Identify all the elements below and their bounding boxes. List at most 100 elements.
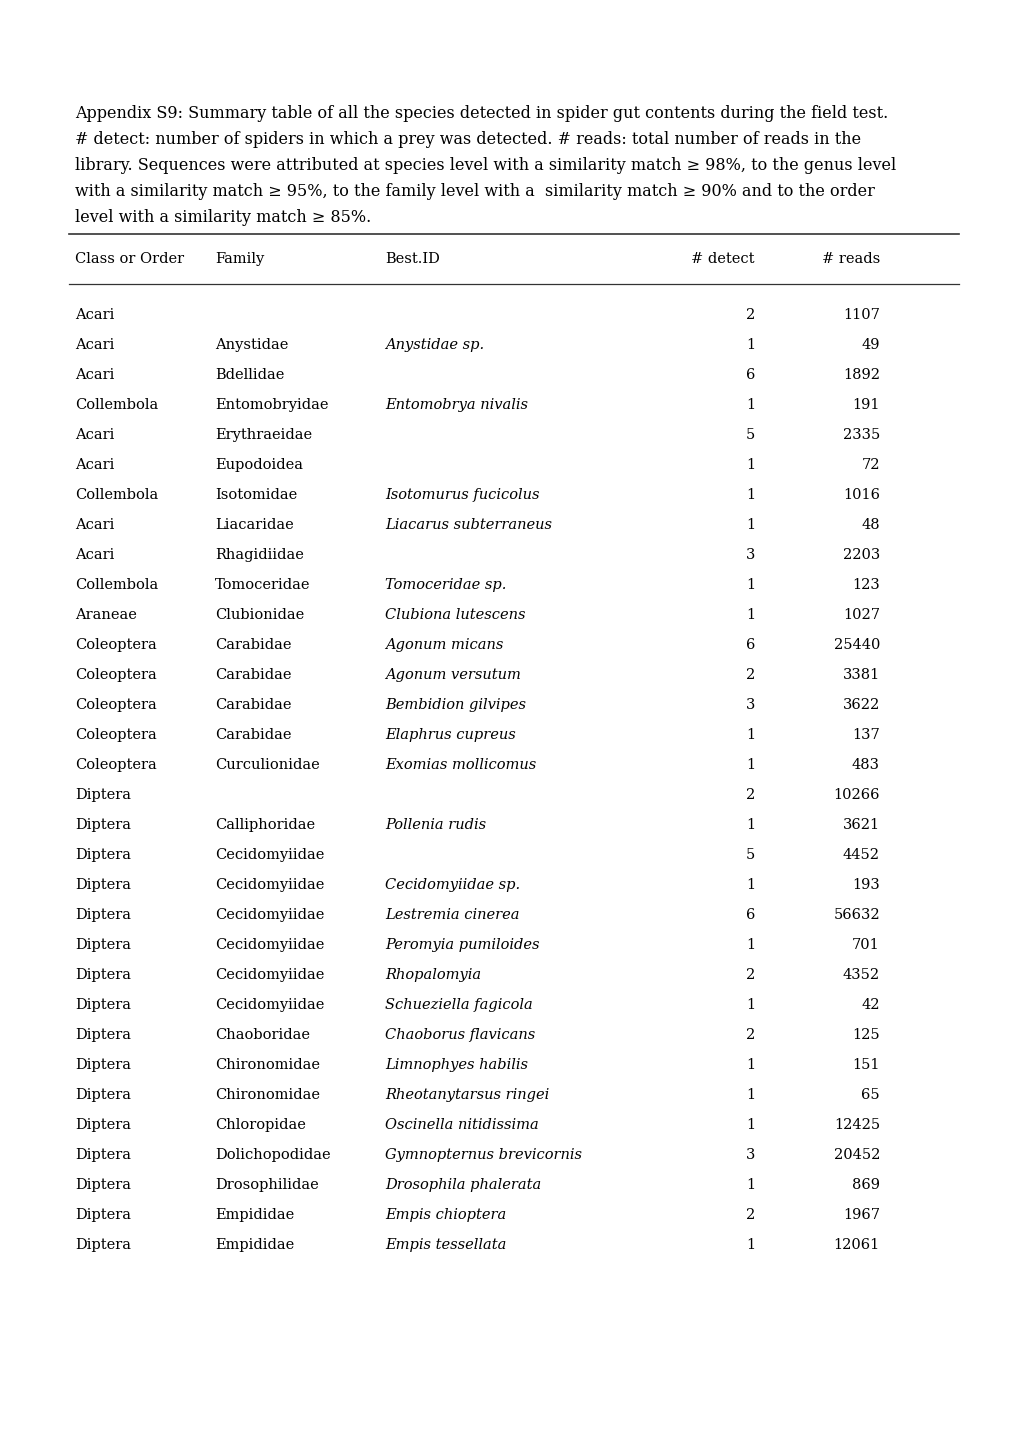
Text: Clubiona lutescens: Clubiona lutescens [384,609,525,622]
Text: Diptera: Diptera [75,1178,130,1193]
Text: Acari: Acari [75,337,114,352]
Text: Calliphoridae: Calliphoridae [215,818,315,832]
Text: Diptera: Diptera [75,968,130,982]
Text: 1: 1 [745,459,754,472]
Text: 6: 6 [745,637,754,652]
Text: Diptera: Diptera [75,1058,130,1071]
Text: Appendix S9: Summary table of all the species detected in spider gut contents du: Appendix S9: Summary table of all the sp… [75,105,888,123]
Text: 1: 1 [745,518,754,532]
Text: Carabidae: Carabidae [215,728,291,743]
Text: 72: 72 [861,459,879,472]
Text: 5: 5 [745,428,754,443]
Text: 1: 1 [745,578,754,593]
Text: Diptera: Diptera [75,1148,130,1162]
Text: Cecidomyiidae sp.: Cecidomyiidae sp. [384,878,520,893]
Text: Chloropidae: Chloropidae [215,1118,306,1132]
Text: Isotomidae: Isotomidae [215,487,297,502]
Text: Erythraeidae: Erythraeidae [215,428,312,443]
Text: 12061: 12061 [833,1239,879,1252]
Text: Rhopalomyia: Rhopalomyia [384,968,481,982]
Text: Exomias mollicomus: Exomias mollicomus [384,758,536,771]
Text: Acari: Acari [75,518,114,532]
Text: 3622: 3622 [842,698,879,712]
Text: 2: 2 [745,1028,754,1043]
Text: Diptera: Diptera [75,787,130,802]
Text: Collembola: Collembola [75,487,158,502]
Text: Diptera: Diptera [75,848,130,862]
Text: 4352: 4352 [842,968,879,982]
Text: Clubionidae: Clubionidae [215,609,304,622]
Text: 1: 1 [745,818,754,832]
Text: Peromyia pumiloides: Peromyia pumiloides [384,937,539,952]
Text: 3: 3 [745,698,754,712]
Text: Limnophyes habilis: Limnophyes habilis [384,1058,528,1071]
Text: 1967: 1967 [842,1208,879,1221]
Text: 49: 49 [861,337,879,352]
Text: 3: 3 [745,548,754,562]
Text: 56632: 56632 [833,908,879,921]
Text: Agonum versutum: Agonum versutum [384,668,521,682]
Text: Drosophilidae: Drosophilidae [215,1178,319,1193]
Text: # detect: # detect [691,252,754,265]
Text: Chironomidae: Chironomidae [215,1058,320,1071]
Text: 123: 123 [852,578,879,593]
Text: Entomobryidae: Entomobryidae [215,398,328,412]
Text: Dolichopodidae: Dolichopodidae [215,1148,330,1162]
Text: Tomoceridae sp.: Tomoceridae sp. [384,578,505,593]
Text: 1: 1 [745,1239,754,1252]
Text: Bembidion gilvipes: Bembidion gilvipes [384,698,526,712]
Text: 191: 191 [852,398,879,412]
Text: Diptera: Diptera [75,998,130,1012]
Text: 1: 1 [745,1058,754,1071]
Text: 151: 151 [852,1058,879,1071]
Text: 1027: 1027 [842,609,879,622]
Text: Cecidomyiidae: Cecidomyiidae [215,878,324,893]
Text: 1107: 1107 [843,309,879,322]
Text: Diptera: Diptera [75,1028,130,1043]
Text: Coleoptera: Coleoptera [75,728,157,743]
Text: 1: 1 [745,1178,754,1193]
Text: Best.ID: Best.ID [384,252,439,265]
Text: Oscinella nitidissima: Oscinella nitidissima [384,1118,538,1132]
Text: 193: 193 [852,878,879,893]
Text: Acari: Acari [75,309,114,322]
Text: Cecidomyiidae: Cecidomyiidae [215,908,324,921]
Text: 2203: 2203 [842,548,879,562]
Text: Acari: Acari [75,428,114,443]
Text: Coleoptera: Coleoptera [75,758,157,771]
Text: Family: Family [215,252,264,265]
Text: Acari: Acari [75,459,114,472]
Text: 6: 6 [745,908,754,921]
Text: 137: 137 [852,728,879,743]
Text: with a similarity match ≥ 95%, to the family level with a  similarity match ≥ 90: with a similarity match ≥ 95%, to the fa… [75,183,874,200]
Text: 1: 1 [745,337,754,352]
Text: 10266: 10266 [833,787,879,802]
Text: 125: 125 [852,1028,879,1043]
Text: Carabidae: Carabidae [215,668,291,682]
Text: Diptera: Diptera [75,878,130,893]
Text: 701: 701 [852,937,879,952]
Text: Empis chioptera: Empis chioptera [384,1208,505,1221]
Text: 2: 2 [745,1208,754,1221]
Text: 12425: 12425 [834,1118,879,1132]
Text: 42: 42 [861,998,879,1012]
Text: Gymnopternus brevicornis: Gymnopternus brevicornis [384,1148,582,1162]
Text: level with a similarity match ≥ 85%.: level with a similarity match ≥ 85%. [75,209,371,226]
Text: 483: 483 [851,758,879,771]
Text: 1: 1 [745,728,754,743]
Text: Diptera: Diptera [75,1089,130,1102]
Text: 3: 3 [745,1148,754,1162]
Text: 2: 2 [745,309,754,322]
Text: 1: 1 [745,1118,754,1132]
Text: Eupodoidea: Eupodoidea [215,459,303,472]
Text: Anystidae: Anystidae [215,337,288,352]
Text: Tomoceridae: Tomoceridae [215,578,310,593]
Text: Class or Order: Class or Order [75,252,184,265]
Text: 1: 1 [745,487,754,502]
Text: Collembola: Collembola [75,578,158,593]
Text: Cecidomyiidae: Cecidomyiidae [215,937,324,952]
Text: Agonum micans: Agonum micans [384,637,503,652]
Text: 20452: 20452 [833,1148,879,1162]
Text: 1: 1 [745,937,754,952]
Text: Diptera: Diptera [75,1208,130,1221]
